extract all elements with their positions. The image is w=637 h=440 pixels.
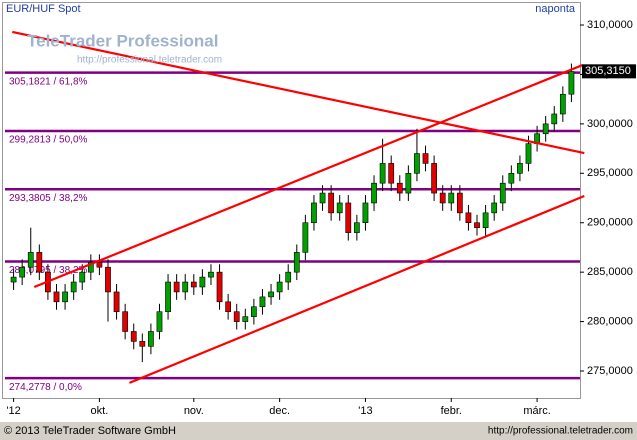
- candle-body: [414, 153, 420, 174]
- candle-body: [233, 311, 240, 322]
- candle-body: [379, 163, 386, 184]
- candle-body: [62, 291, 68, 303]
- footer-bar: [0, 422, 637, 440]
- candle-body: [293, 252, 300, 273]
- x-tick-label: '13: [358, 405, 372, 417]
- candle-body: [491, 202, 498, 214]
- candle-body: [113, 291, 120, 312]
- candle-body: [36, 252, 43, 273]
- x-tick-label: dec.: [269, 405, 290, 417]
- candle-body: [165, 281, 171, 312]
- x-tick-label: febr.: [441, 405, 462, 417]
- candle-body: [319, 192, 326, 204]
- candle-body: [405, 173, 412, 194]
- footer-copyright: © 2013 TeleTrader Software GmbH: [4, 425, 176, 437]
- candle-body: [285, 271, 292, 283]
- y-tick-label: 275,0000: [587, 365, 633, 377]
- candle-body: [517, 163, 523, 174]
- candle-body: [199, 276, 206, 288]
- candle-body: [130, 331, 137, 342]
- level-label: 274,2778 / 0,0%: [9, 382, 82, 393]
- candle-body: [53, 291, 60, 303]
- candle-body: [456, 192, 463, 214]
- candle-body: [542, 123, 549, 135]
- y-tick-label: 295,0000: [587, 167, 633, 179]
- y-tick-label: 280,0000: [587, 315, 633, 327]
- candle-body: [225, 301, 232, 312]
- candle-body: [276, 281, 283, 293]
- candle-body: [353, 222, 360, 233]
- candle-body: [388, 163, 395, 184]
- candle-body: [156, 311, 163, 332]
- candle-body: [431, 163, 437, 194]
- candle-body: [396, 182, 403, 194]
- y-tick-label: 310,0000: [587, 19, 633, 31]
- candle-body: [96, 261, 103, 268]
- candle-body: [242, 316, 249, 322]
- y-tick-label: 290,0000: [587, 217, 633, 229]
- candle-body: [465, 212, 472, 224]
- candle-body: [559, 93, 566, 115]
- candle-body: [362, 202, 369, 224]
- candle-body: [79, 271, 86, 283]
- candle-body: [190, 281, 197, 288]
- candle-body: [122, 311, 129, 332]
- plot-area: 305,1821 / 61,8% 299,2813 / 50,0% 293,3805…: [5, 30, 585, 393]
- candle-body: [251, 306, 257, 317]
- candle-body: [87, 261, 94, 273]
- y-tick-label: 300,0000: [587, 118, 633, 130]
- candle-body: [328, 192, 334, 214]
- candle-body: [422, 153, 429, 164]
- candle-body: [27, 252, 34, 268]
- candle-body: [525, 143, 532, 164]
- last-value-box: [582, 64, 636, 79]
- x-tick-label: nov.: [184, 405, 204, 417]
- candle-body: [482, 212, 489, 228]
- chart-title: EUR/HUF Spot: [6, 3, 81, 15]
- footer-url: http://professional.teletrader.com: [488, 426, 633, 437]
- candle-body: [139, 341, 146, 347]
- candle-body: [302, 222, 309, 253]
- candle-body: [508, 173, 515, 184]
- candle-body: [105, 266, 111, 293]
- candle-body: [259, 296, 266, 308]
- candle-body: [311, 202, 317, 224]
- candle-body: [551, 113, 558, 125]
- watermark: TeleTrader Professional: [27, 31, 218, 50]
- trend-line: [33, 64, 583, 289]
- x-tick-label: okt.: [91, 405, 109, 417]
- plot-frame: [2, 2, 581, 399]
- level-label: 305,1821 / 61,8%: [9, 76, 88, 87]
- y-tick-label: 285,0000: [587, 266, 633, 278]
- trend-line: [129, 195, 585, 384]
- candle-body: [148, 331, 154, 347]
- x-tick-label: márc.: [523, 405, 551, 417]
- candle-body: [345, 202, 352, 233]
- candle-body: [474, 222, 480, 228]
- x-tick-label: '12: [6, 405, 20, 417]
- candle-body: [182, 281, 189, 293]
- candle-body: [10, 276, 17, 283]
- candle-body: [216, 271, 223, 303]
- candle-body: [371, 182, 377, 204]
- period-label: naponta: [535, 3, 576, 15]
- candle-body: [448, 192, 455, 204]
- candle-body: [70, 281, 77, 293]
- level-label: 299,2813 / 50,0%: [9, 135, 88, 146]
- candle-body: [499, 182, 506, 204]
- candle-body: [439, 192, 446, 204]
- candle-body: [568, 71, 575, 95]
- candle-body: [19, 266, 26, 278]
- last-value-label: 305,3150: [585, 65, 631, 77]
- candle-body: [173, 281, 180, 293]
- watermark-url: http://professional.teletrader.com: [77, 55, 222, 66]
- level-label: 293,3805 / 38,2%: [9, 193, 88, 204]
- candle-body: [268, 291, 274, 298]
- candle-body: [208, 271, 214, 278]
- trend-line: [12, 30, 585, 155]
- candle-body: [336, 202, 343, 214]
